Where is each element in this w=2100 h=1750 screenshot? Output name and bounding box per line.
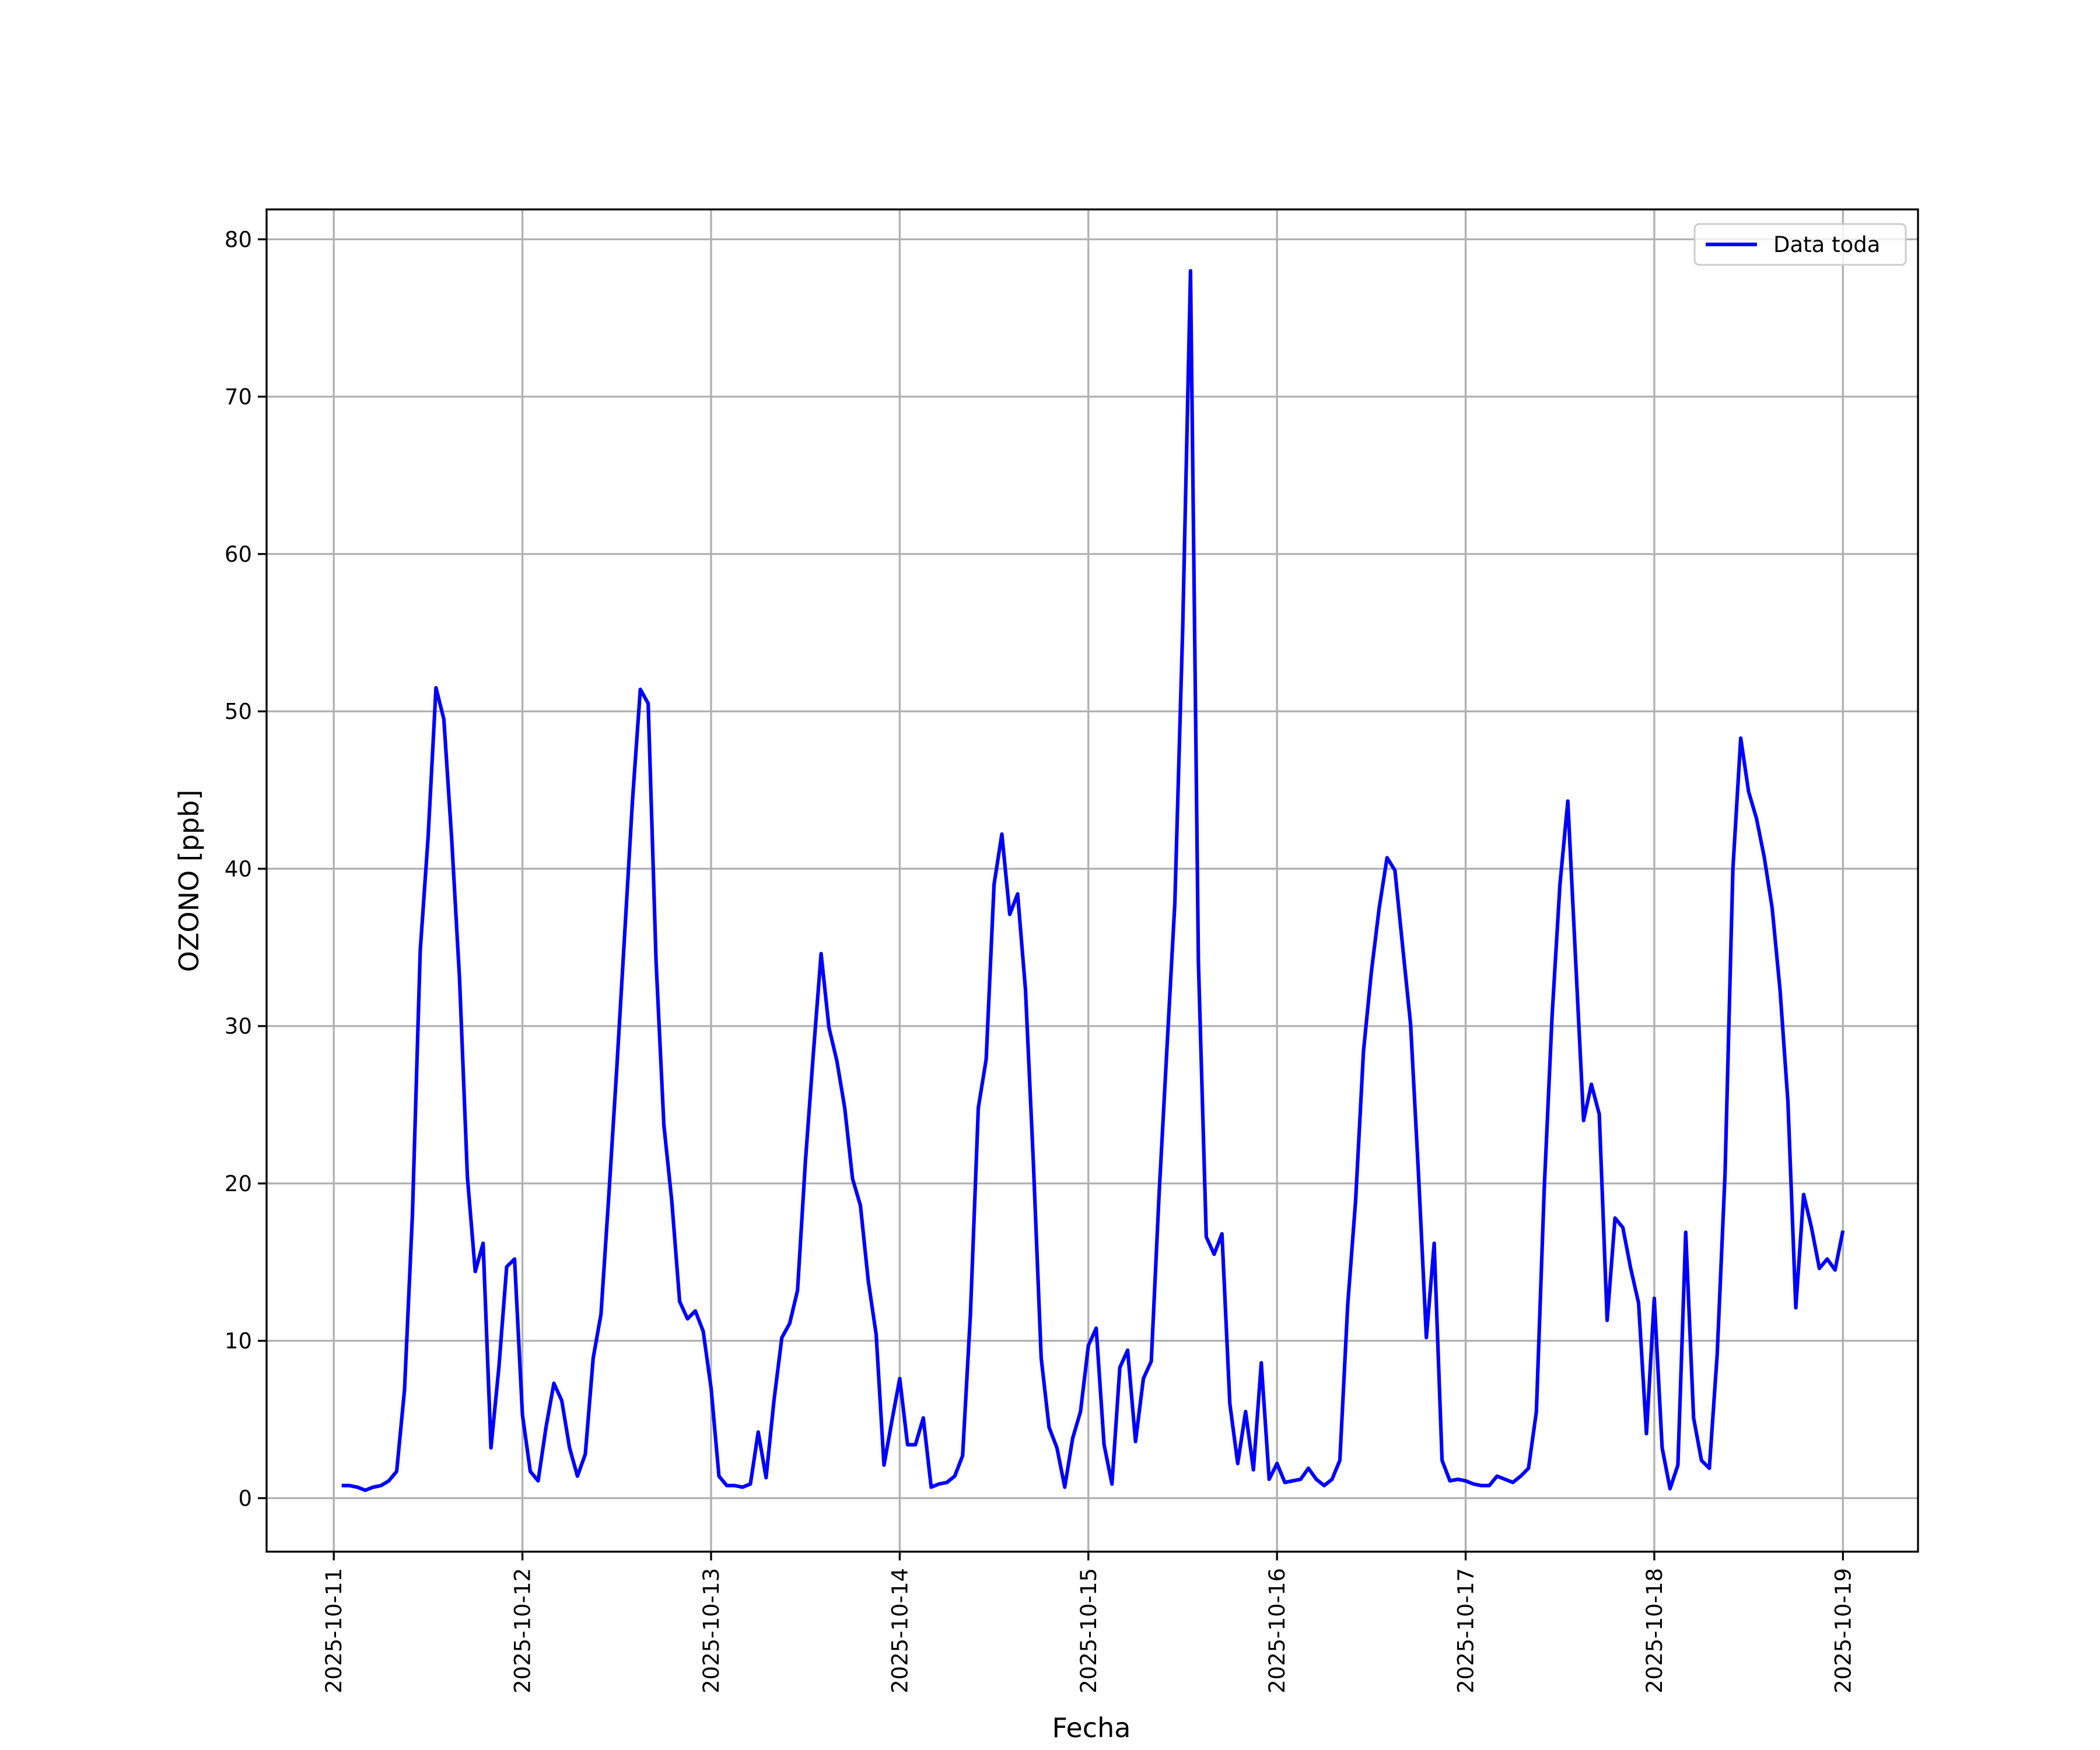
x-tick-label: 2025-10-11 — [321, 1568, 346, 1693]
x-tick-label: 2025-10-13 — [699, 1568, 724, 1693]
legend-label: Data toda — [1773, 232, 1880, 257]
y-tick-label: 10 — [225, 1329, 252, 1354]
y-tick-label: 40 — [225, 856, 252, 881]
x-tick-label: 2025-10-19 — [1831, 1568, 1856, 1693]
legend-box — [1693, 223, 1907, 266]
data-line — [341, 269, 1845, 1492]
y-tick-label: 70 — [225, 384, 252, 410]
y-tick-label: 30 — [225, 1014, 252, 1039]
x-tick-label: 2025-10-15 — [1076, 1568, 1101, 1693]
y-tick-label: 20 — [225, 1171, 252, 1196]
x-axis-label: Fecha — [1052, 1712, 1131, 1744]
y-tick-label: 50 — [225, 699, 252, 724]
x-tick-label: 2025-10-16 — [1265, 1568, 1290, 1693]
plot-frame — [265, 208, 1919, 1553]
x-tick-label: 2025-10-12 — [510, 1568, 536, 1693]
y-tick-label: 60 — [225, 542, 252, 567]
y-axis-label: OZONO [ppb] — [173, 790, 205, 972]
y-tick-label: 80 — [225, 227, 252, 252]
legend: Data toda — [1693, 223, 1907, 266]
y-tick-label: 0 — [238, 1486, 252, 1511]
x-tick-label: 2025-10-17 — [1454, 1568, 1479, 1693]
x-tick-label: 2025-10-18 — [1642, 1568, 1667, 1693]
x-tick-label: 2025-10-14 — [887, 1568, 912, 1693]
